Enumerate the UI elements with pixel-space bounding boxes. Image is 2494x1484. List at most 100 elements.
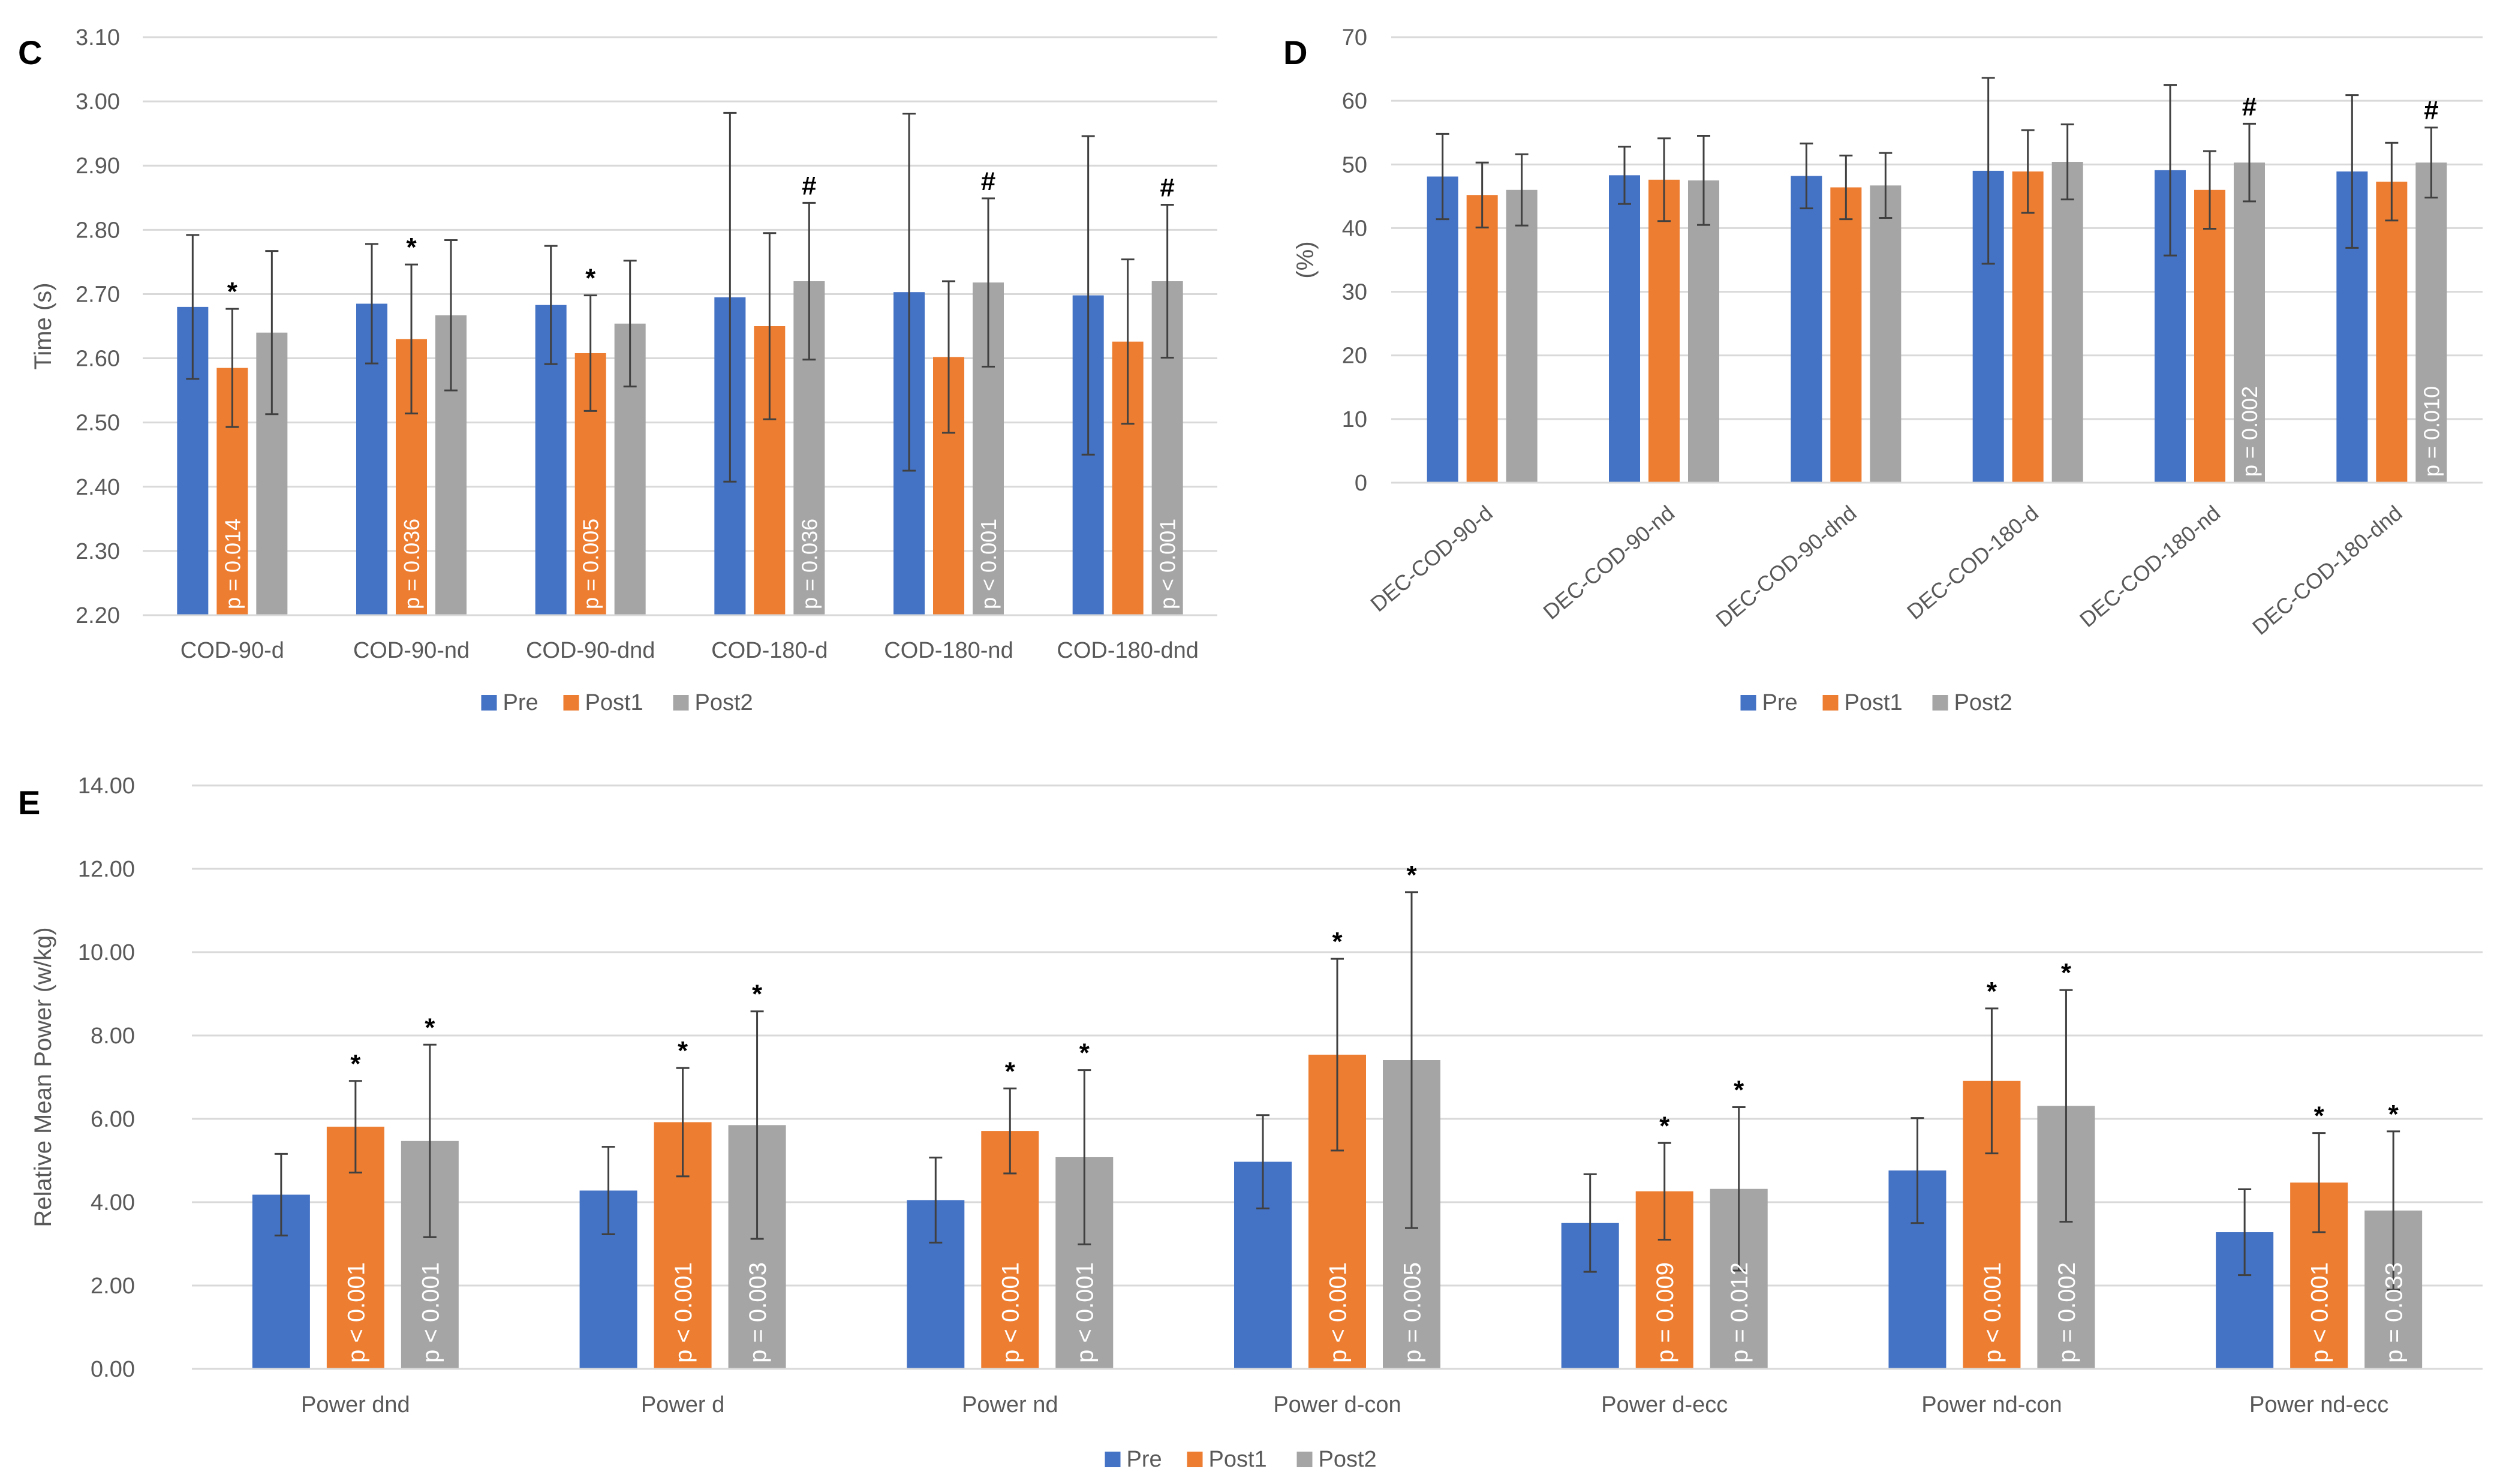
bar-post1 — [1648, 179, 1680, 483]
x-tick-label: Power d-ecc — [1601, 1392, 1728, 1417]
p-value-label: p < 0.001 — [670, 1262, 697, 1363]
significance-marker: # — [2242, 92, 2257, 121]
p-value-label: p = 0.002 — [2237, 386, 2262, 477]
y-tick-label: 2.30 — [76, 539, 120, 564]
chart-panel-d: D 0 10 20 30 40 50 60 70 (%) DEC-COD-90-d DEC-COD-9… — [1283, 25, 2483, 715]
bar-post2 — [2051, 162, 2083, 483]
significance-marker: * — [406, 233, 417, 262]
chart-panel-c: C 2.20 2.30 2.40 2.50 2.60 2.70 2.80 2.90 3.00 3.1… — [18, 25, 1217, 715]
p-value-label: p = 0.003 — [745, 1262, 771, 1363]
bar-post1 — [2376, 181, 2408, 483]
y-axis-label: Relative Mean Power (w/kg) — [30, 927, 56, 1227]
x-tick-label: COD-90-nd — [353, 638, 470, 663]
legend-label: Post2 — [695, 690, 753, 715]
legend-swatch-post2 — [1296, 1452, 1313, 1467]
p-value-label: p < 0.001 — [343, 1262, 369, 1363]
bar-post1 — [2194, 189, 2225, 483]
bar-post2 — [2234, 162, 2265, 483]
y-tick-label: 10 — [1342, 407, 1367, 432]
significance-marker: * — [1406, 860, 1417, 890]
y-tick-label: 0.00 — [91, 1357, 135, 1382]
significance-marker: * — [752, 980, 763, 1009]
chart-panel-e: E 0.00 2.00 4.00 6.00 8.00 10.00 12.00 14.00 Rela… — [18, 773, 2483, 1472]
bar-post2 — [1688, 180, 1719, 483]
y-axis-label: (%) — [1292, 241, 1319, 278]
significance-marker: # — [1160, 173, 1174, 203]
significance-marker: * — [678, 1036, 688, 1065]
y-tick-label: 30 — [1342, 280, 1367, 305]
legend-swatch-post1 — [1822, 695, 1839, 711]
y-tick-label: 2.60 — [76, 347, 120, 372]
significance-marker: * — [227, 277, 238, 306]
legend-label: Post1 — [585, 690, 643, 715]
legend-swatch-post2 — [1932, 695, 1948, 711]
y-tick-label: 3.00 — [76, 89, 120, 115]
y-tick-label: 60 — [1342, 89, 1367, 114]
y-tick-label: 50 — [1342, 152, 1367, 177]
legend-swatch-post1 — [1187, 1452, 1203, 1467]
p-value-label: p < 0.001 — [1979, 1262, 2006, 1363]
p-value-label: p < 0.001 — [1325, 1262, 1351, 1363]
panel-letter: C — [18, 34, 42, 71]
p-value-label: p = 0.014 — [220, 519, 245, 609]
y-tick-label: 3.10 — [76, 25, 120, 50]
y-tick-label: 2.70 — [76, 282, 120, 307]
significance-marker: * — [425, 1013, 435, 1042]
x-tick-label: COD-180-dnd — [1057, 638, 1199, 663]
legend: Pre Post1 Post2 — [1105, 1447, 1377, 1472]
x-tick-label: COD-180-d — [711, 638, 828, 663]
p-value-label: p = 0.036 — [797, 519, 822, 609]
p-value-label: p = 0.036 — [399, 519, 424, 609]
p-value-label: p = 0.012 — [1726, 1262, 1753, 1363]
legend-label: Pre — [1127, 1447, 1162, 1472]
bar-post2 — [1506, 189, 1538, 483]
p-value-label: p = 0.009 — [1652, 1262, 1678, 1363]
legend-label: Post1 — [1845, 690, 1903, 715]
panel-letter: E — [18, 784, 40, 821]
y-tick-label: 2.80 — [76, 218, 120, 243]
p-value-label: p < 0.001 — [2307, 1262, 2333, 1363]
p-value-label: p = 0.033 — [2381, 1262, 2408, 1363]
significance-marker: * — [1987, 977, 1997, 1006]
x-tick-label: DEC-COD-180-dnd — [2248, 501, 2406, 640]
legend-label: Post2 — [1954, 690, 2012, 715]
p-value-label: p < 0.001 — [417, 1262, 444, 1363]
x-tick-label: DEC-COD-90-nd — [1538, 501, 1679, 624]
p-value-label: p = 0.010 — [2419, 386, 2444, 477]
y-tick-label: 2.90 — [76, 153, 120, 179]
p-value-label: p = 0.005 — [1399, 1262, 1425, 1363]
x-tick-label: Power nd-con — [1921, 1392, 2062, 1417]
significance-marker: * — [2388, 1100, 2399, 1129]
significance-marker: # — [802, 171, 816, 200]
p-value-label: p < 0.001 — [998, 1262, 1024, 1363]
y-tick-label: 6.00 — [91, 1107, 135, 1132]
y-tick-label: 20 — [1342, 344, 1367, 369]
y-tick-label: 0 — [1355, 471, 1367, 496]
legend-label: Post1 — [1209, 1447, 1267, 1472]
y-tick-label: 8.00 — [91, 1024, 135, 1049]
legend: Pre Post1 Post2 — [1740, 690, 2012, 715]
significance-marker: * — [1079, 1039, 1090, 1068]
bar-post2 — [1870, 185, 1902, 483]
y-tick-label: 2.20 — [76, 603, 120, 628]
y-axis-label: Time (s) — [30, 282, 56, 369]
x-tick-label: Power d — [641, 1392, 724, 1417]
x-tick-label: COD-90-dnd — [526, 638, 655, 663]
y-tick-label: 70 — [1342, 25, 1367, 50]
significance-marker: * — [1734, 1076, 1744, 1105]
y-tick-label: 2.00 — [91, 1274, 135, 1299]
x-tick-label: DEC-COD-90-d — [1365, 501, 1497, 616]
x-tick-label: Power nd — [962, 1392, 1058, 1417]
legend-label: Post2 — [1319, 1447, 1377, 1472]
y-tick-label: 2.50 — [76, 411, 120, 436]
panel-letter: D — [1283, 34, 1307, 71]
bar-post1 — [1830, 187, 1862, 483]
bar-post1 — [1466, 195, 1498, 483]
bar-pre — [1791, 176, 1822, 483]
p-value-label: p = 0.005 — [579, 519, 603, 609]
legend-swatch-pre — [481, 695, 497, 711]
x-tick-label: Power nd-ecc — [2249, 1392, 2388, 1417]
significance-marker: # — [2424, 96, 2438, 125]
y-tick-label: 2.40 — [76, 475, 120, 500]
